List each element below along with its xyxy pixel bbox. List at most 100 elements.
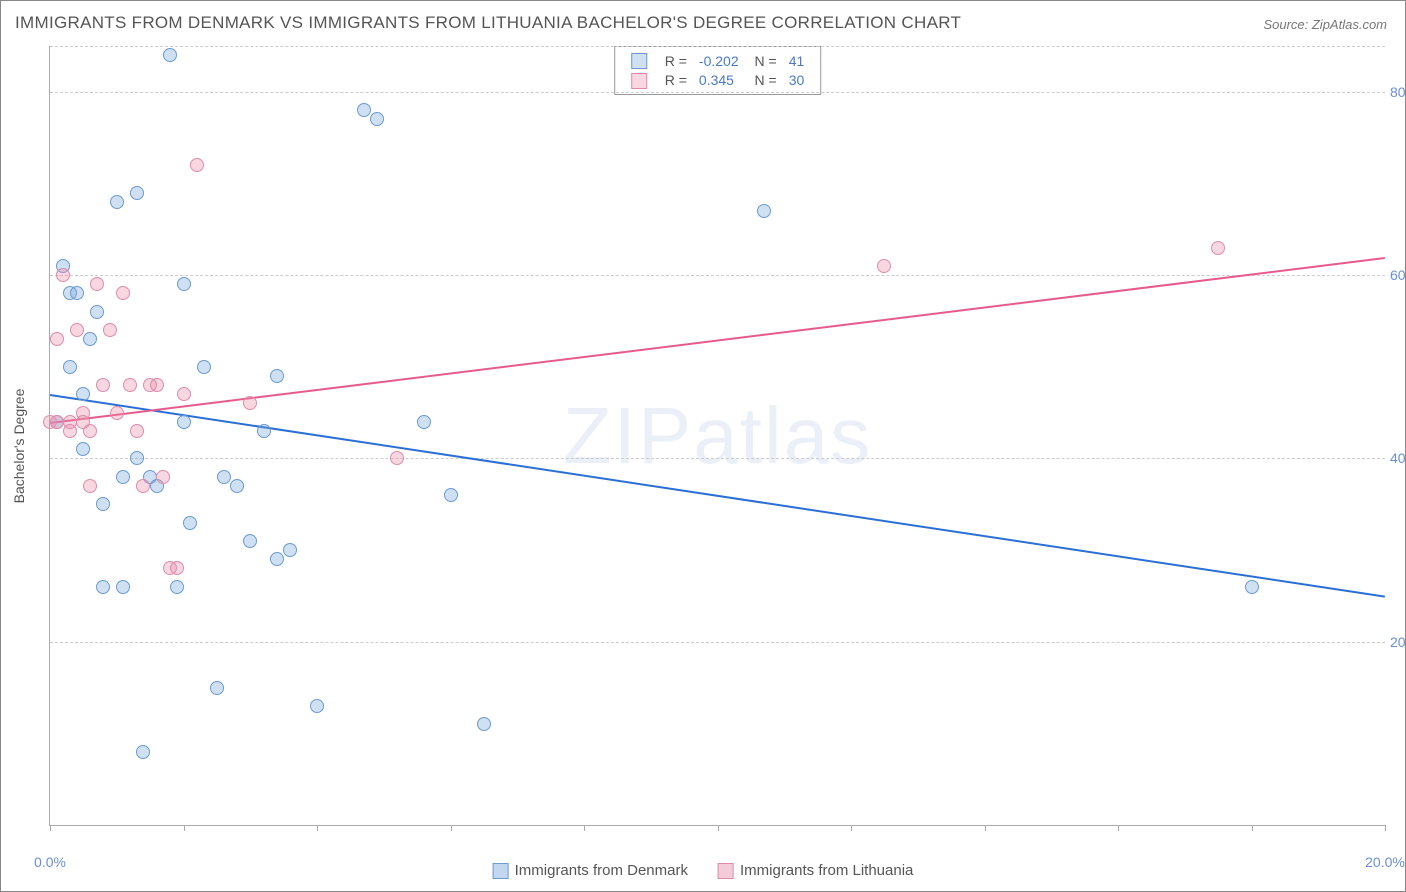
- legend-row-denmark: R =-0.202 N =41: [625, 51, 811, 70]
- data-point: [197, 360, 211, 374]
- data-point: [50, 415, 64, 429]
- swatch-denmark: [631, 53, 647, 69]
- data-point: [70, 286, 84, 300]
- data-point: [63, 424, 77, 438]
- y-axis-label: Bachelor's Degree: [11, 389, 27, 504]
- data-point: [444, 488, 458, 502]
- gridline: [50, 46, 1385, 47]
- legend-label: Immigrants from Lithuania: [740, 862, 913, 879]
- data-point: [83, 332, 97, 346]
- data-point: [116, 286, 130, 300]
- data-point: [210, 681, 224, 695]
- data-point: [70, 323, 84, 337]
- data-point: [170, 580, 184, 594]
- legend-swatch: [718, 863, 734, 879]
- data-point: [370, 112, 384, 126]
- source-label: Source: ZipAtlas.com: [1263, 17, 1387, 32]
- data-point: [163, 48, 177, 62]
- gridline: [50, 275, 1385, 276]
- x-tick: [184, 825, 185, 831]
- data-point: [116, 470, 130, 484]
- swatch-lithuania: [631, 73, 647, 89]
- data-point: [243, 534, 257, 548]
- data-point: [90, 305, 104, 319]
- gridline: [50, 642, 1385, 643]
- x-tick: [317, 825, 318, 831]
- data-point: [110, 195, 124, 209]
- data-point: [56, 268, 70, 282]
- x-tick: [718, 825, 719, 831]
- x-tick-label: 20.0%: [1365, 854, 1405, 870]
- chart-title: IMMIGRANTS FROM DENMARK VS IMMIGRANTS FR…: [15, 13, 961, 33]
- data-point: [150, 378, 164, 392]
- data-point: [96, 378, 110, 392]
- data-point: [417, 415, 431, 429]
- data-point: [110, 406, 124, 420]
- data-point: [270, 369, 284, 383]
- data-point: [116, 580, 130, 594]
- data-point: [136, 745, 150, 759]
- data-point: [136, 479, 150, 493]
- legend-row-lithuania: R =0.345 N =30: [625, 70, 811, 89]
- trend-line: [50, 394, 1385, 598]
- data-point: [96, 580, 110, 594]
- x-tick: [451, 825, 452, 831]
- y-tick-label: 40.0%: [1390, 450, 1406, 466]
- legend-label: Immigrants from Denmark: [515, 862, 688, 879]
- data-point: [757, 204, 771, 218]
- data-point: [243, 396, 257, 410]
- y-tick-label: 80.0%: [1390, 84, 1406, 100]
- x-tick: [50, 825, 51, 831]
- x-tick: [1252, 825, 1253, 831]
- y-tick-label: 20.0%: [1390, 634, 1406, 650]
- data-point: [390, 451, 404, 465]
- data-point: [83, 424, 97, 438]
- legend-item: Immigrants from Denmark: [493, 862, 688, 879]
- data-point: [1211, 241, 1225, 255]
- data-point: [357, 103, 371, 117]
- data-point: [477, 717, 491, 731]
- data-point: [177, 387, 191, 401]
- x-tick-label: 0.0%: [34, 854, 66, 870]
- data-point: [177, 415, 191, 429]
- data-point: [310, 699, 324, 713]
- x-tick: [1118, 825, 1119, 831]
- gridline: [50, 458, 1385, 459]
- data-point: [90, 277, 104, 291]
- legend-stats: R =-0.202 N =41 R =0.345 N =30: [614, 46, 822, 95]
- legend-bottom: Immigrants from Denmark Immigrants from L…: [493, 862, 914, 879]
- data-point: [76, 387, 90, 401]
- watermark: ZIPatlas: [563, 390, 872, 482]
- x-tick: [584, 825, 585, 831]
- data-point: [123, 378, 137, 392]
- data-point: [270, 552, 284, 566]
- data-point: [183, 516, 197, 530]
- data-point: [96, 497, 110, 511]
- gridline: [50, 92, 1385, 93]
- data-point: [63, 360, 77, 374]
- data-point: [190, 158, 204, 172]
- data-point: [283, 543, 297, 557]
- data-point: [83, 479, 97, 493]
- plot-area: ZIPatlas R =-0.202 N =41 R =0.345 N =30 …: [49, 46, 1385, 826]
- data-point: [130, 186, 144, 200]
- data-point: [170, 561, 184, 575]
- data-point: [76, 442, 90, 456]
- data-point: [130, 424, 144, 438]
- data-point: [130, 451, 144, 465]
- data-point: [156, 470, 170, 484]
- x-tick: [985, 825, 986, 831]
- data-point: [103, 323, 117, 337]
- data-point: [257, 424, 271, 438]
- legend-swatch: [493, 863, 509, 879]
- data-point: [50, 332, 64, 346]
- x-tick: [851, 825, 852, 831]
- data-point: [877, 259, 891, 273]
- data-point: [230, 479, 244, 493]
- x-tick: [1385, 825, 1386, 831]
- legend-item: Immigrants from Lithuania: [718, 862, 913, 879]
- y-tick-label: 60.0%: [1390, 267, 1406, 283]
- data-point: [217, 470, 231, 484]
- data-point: [177, 277, 191, 291]
- chart-container: IMMIGRANTS FROM DENMARK VS IMMIGRANTS FR…: [0, 0, 1406, 892]
